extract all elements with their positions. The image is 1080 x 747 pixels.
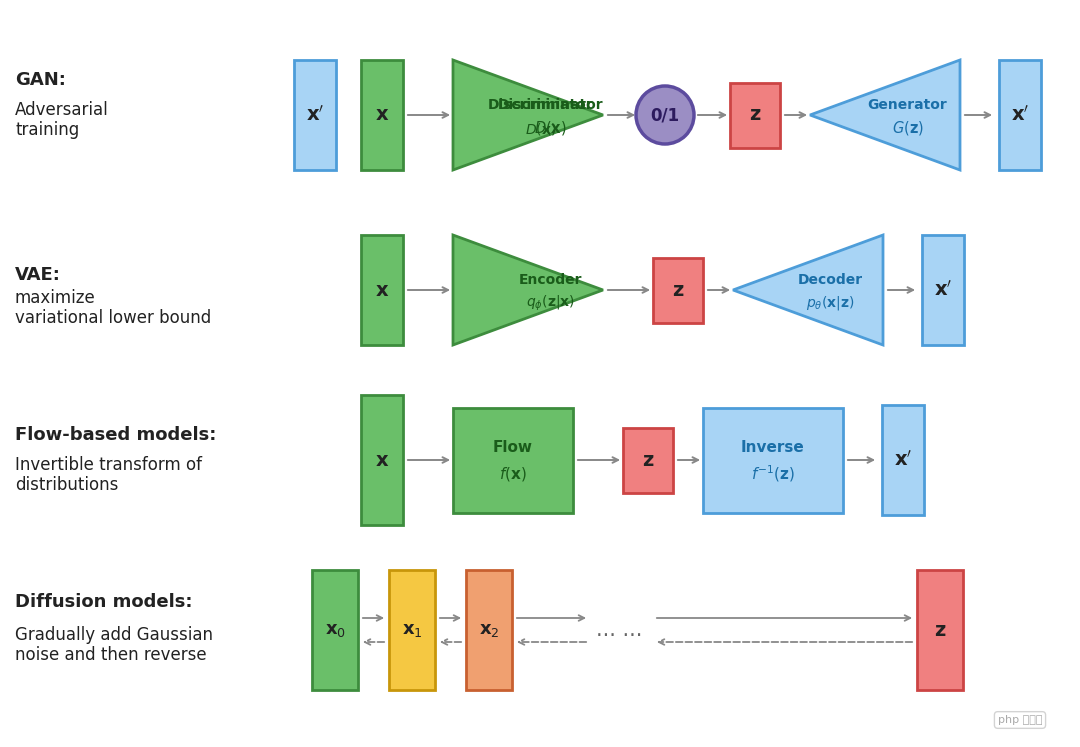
Bar: [465, 570, 512, 690]
Text: $\mathbf{x}$: $\mathbf{x}$: [375, 281, 389, 300]
Bar: [882, 405, 924, 515]
Text: Encoder: Encoder: [518, 273, 582, 287]
Text: $\mathbf{x'}$: $\mathbf{x'}$: [934, 280, 953, 300]
Text: $D(\mathbf{x})$: $D(\mathbf{x})$: [525, 121, 556, 137]
Polygon shape: [733, 235, 883, 345]
Text: maximize
variational lower bound: maximize variational lower bound: [15, 288, 212, 327]
Text: $\mathbf{x}_1$: $\mathbf{x}_1$: [402, 621, 422, 639]
Text: $\mathbf{x'}$: $\mathbf{x'}$: [1011, 105, 1029, 125]
Text: $\mathbf{z}$: $\mathbf{z}$: [934, 621, 946, 639]
Text: $\mathbf{z}$: $\mathbf{z}$: [748, 105, 761, 125]
Text: Generator: Generator: [867, 98, 947, 112]
Text: $p_\theta(\mathbf{x}|\mathbf{z})$: $p_\theta(\mathbf{x}|\mathbf{z})$: [807, 294, 854, 312]
Bar: [922, 235, 964, 345]
Polygon shape: [453, 60, 603, 170]
Bar: [453, 408, 573, 512]
Text: $\mathbf{x'}$: $\mathbf{x'}$: [306, 105, 324, 125]
Text: $D(\mathbf{x})$: $D(\mathbf{x})$: [535, 119, 567, 137]
Bar: [294, 60, 336, 170]
Text: $G(\mathbf{z})$: $G(\mathbf{z})$: [891, 119, 923, 137]
Text: Adversarial
training: Adversarial training: [15, 101, 109, 140]
Text: $\mathbf{z}$: $\mathbf{z}$: [672, 281, 685, 300]
Text: ... ...: ... ...: [596, 620, 643, 640]
Text: $f(\mathbf{x})$: $f(\mathbf{x})$: [499, 465, 527, 483]
Text: Invertible transform of
distributions: Invertible transform of distributions: [15, 456, 202, 495]
Text: $\mathbf{x}$: $\mathbf{x}$: [375, 450, 389, 470]
Polygon shape: [453, 235, 603, 345]
Text: VAE:: VAE:: [15, 266, 60, 284]
Text: $q_\phi(\mathbf{z}|\mathbf{x})$: $q_\phi(\mathbf{z}|\mathbf{x})$: [526, 294, 575, 313]
Text: $f^{-1}(\mathbf{z})$: $f^{-1}(\mathbf{z})$: [751, 464, 795, 484]
Text: php 中文网: php 中文网: [998, 715, 1042, 725]
Text: 0/1: 0/1: [650, 106, 679, 124]
Text: Decoder: Decoder: [798, 273, 863, 287]
Bar: [361, 60, 403, 170]
Bar: [999, 60, 1041, 170]
Text: Discriminator: Discriminator: [488, 98, 593, 112]
Bar: [361, 235, 403, 345]
Text: $\mathbf{x'}$: $\mathbf{x'}$: [894, 450, 913, 470]
Bar: [917, 570, 963, 690]
Polygon shape: [810, 60, 960, 170]
Bar: [703, 408, 843, 512]
Text: Flow: Flow: [492, 441, 534, 456]
Text: Gradually add Gaussian
noise and then reverse: Gradually add Gaussian noise and then re…: [15, 625, 213, 664]
Bar: [361, 395, 403, 525]
Text: $\mathbf{x}_2$: $\mathbf{x}_2$: [478, 621, 499, 639]
Text: Discriminator: Discriminator: [498, 98, 604, 112]
Text: Flow-based models:: Flow-based models:: [15, 426, 216, 444]
Text: Diffusion models:: Diffusion models:: [15, 593, 192, 611]
Text: $\mathbf{z}$: $\mathbf{z}$: [642, 450, 654, 470]
Text: $\mathbf{x}$: $\mathbf{x}$: [375, 105, 389, 125]
Text: Inverse: Inverse: [741, 441, 805, 456]
Text: GAN:: GAN:: [15, 71, 66, 89]
Ellipse shape: [636, 86, 694, 144]
Text: $\mathbf{x}_0$: $\mathbf{x}_0$: [324, 621, 346, 639]
Bar: [730, 82, 780, 147]
Bar: [623, 427, 673, 492]
Bar: [653, 258, 703, 323]
Bar: [389, 570, 435, 690]
Bar: [312, 570, 357, 690]
